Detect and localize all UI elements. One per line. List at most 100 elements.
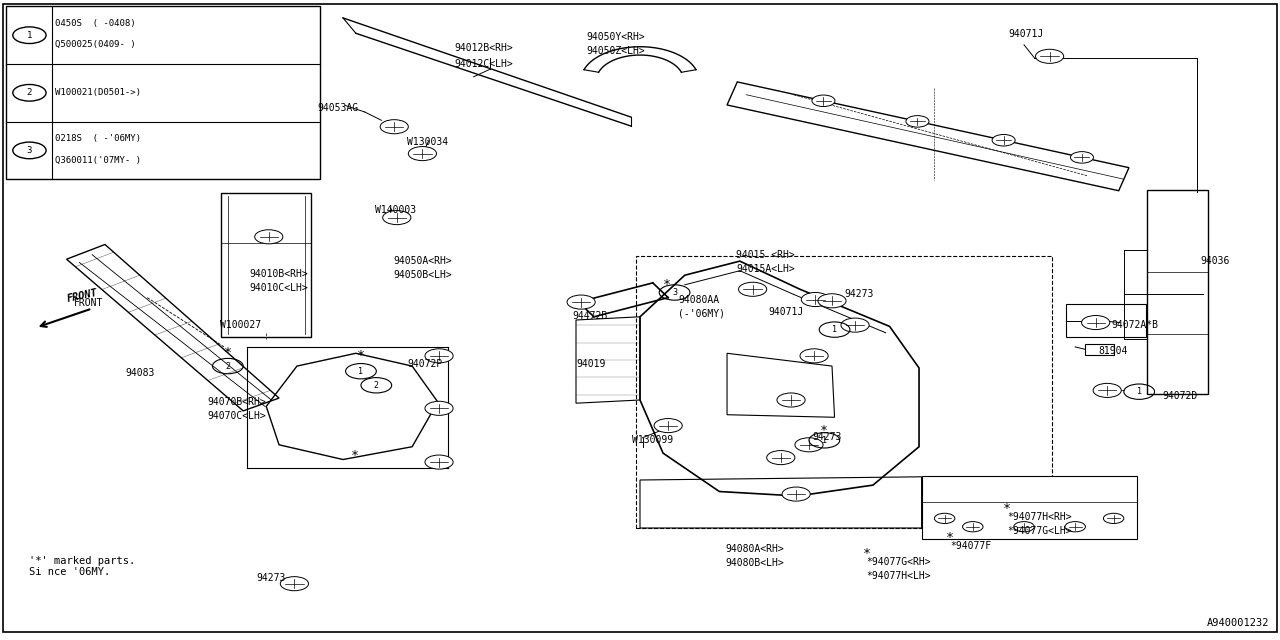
Text: *94077H<LH>: *94077H<LH> <box>867 571 931 581</box>
Text: 3: 3 <box>672 288 677 297</box>
Circle shape <box>1036 49 1064 63</box>
Bar <box>1147 190 1208 394</box>
Text: 94273: 94273 <box>845 289 874 300</box>
Text: A940001232: A940001232 <box>1207 618 1270 628</box>
Text: 2: 2 <box>374 381 379 390</box>
Text: *: * <box>663 278 671 291</box>
Circle shape <box>795 438 823 452</box>
Circle shape <box>280 577 308 591</box>
Text: FRONT: FRONT <box>67 288 100 304</box>
Text: 2: 2 <box>225 362 230 371</box>
Text: 94050Z<LH>: 94050Z<LH> <box>586 46 645 56</box>
Circle shape <box>383 211 411 225</box>
Text: 94015A<LH>: 94015A<LH> <box>736 264 795 274</box>
Text: W140003: W140003 <box>375 205 416 215</box>
Text: 94010C<LH>: 94010C<LH> <box>250 283 308 293</box>
Text: (-'06MY): (-'06MY) <box>678 308 726 319</box>
Text: 1: 1 <box>27 31 32 40</box>
Text: 94083: 94083 <box>125 368 155 378</box>
Text: *94077G<LH>: *94077G<LH> <box>1007 526 1071 536</box>
Bar <box>6 6 320 179</box>
Circle shape <box>992 134 1015 146</box>
Text: *: * <box>357 349 365 362</box>
Text: 94072P: 94072P <box>407 358 443 369</box>
Circle shape <box>818 294 846 308</box>
Bar <box>1066 304 1146 337</box>
Text: Q360011('07MY- ): Q360011('07MY- ) <box>55 156 141 164</box>
Text: 94053AG: 94053AG <box>317 102 358 113</box>
Text: 2: 2 <box>27 88 32 97</box>
Text: 1: 1 <box>358 367 364 376</box>
Circle shape <box>1093 383 1121 397</box>
Circle shape <box>425 349 453 363</box>
Circle shape <box>801 292 829 307</box>
Text: W130034: W130034 <box>407 137 448 147</box>
Circle shape <box>408 147 436 161</box>
Text: 94050Y<RH>: 94050Y<RH> <box>586 32 645 42</box>
Text: *: * <box>351 449 358 462</box>
Text: *94077G<RH>: *94077G<RH> <box>867 557 931 567</box>
Text: 94050B<LH>: 94050B<LH> <box>393 270 452 280</box>
Text: 0450S  ( -0408): 0450S ( -0408) <box>55 19 136 28</box>
Text: 3: 3 <box>27 146 32 155</box>
Circle shape <box>841 318 869 332</box>
Text: *: * <box>224 346 232 358</box>
Text: *94077H<RH>: *94077H<RH> <box>1007 512 1071 522</box>
Text: 94080B<LH>: 94080B<LH> <box>726 558 785 568</box>
Text: FRONT: FRONT <box>74 298 104 308</box>
Text: 94072A*B: 94072A*B <box>1111 320 1158 330</box>
Text: 94070B<RH>: 94070B<RH> <box>207 397 266 407</box>
Bar <box>922 476 1137 539</box>
Text: W100021(D0501->): W100021(D0501->) <box>55 88 141 97</box>
Text: 94070C<LH>: 94070C<LH> <box>207 411 266 421</box>
Text: 94071J: 94071J <box>768 307 804 317</box>
Circle shape <box>1065 522 1085 532</box>
Text: *94077F: *94077F <box>950 541 991 551</box>
Text: '*' marked parts.
Si nce '06MY.: '*' marked parts. Si nce '06MY. <box>29 556 136 577</box>
Text: 94010B<RH>: 94010B<RH> <box>250 269 308 279</box>
Circle shape <box>1103 513 1124 524</box>
Circle shape <box>906 116 929 127</box>
Text: 94015 <RH>: 94015 <RH> <box>736 250 795 260</box>
Circle shape <box>782 487 810 501</box>
Text: *: * <box>820 424 828 436</box>
Text: W100027: W100027 <box>220 320 261 330</box>
Circle shape <box>812 95 835 106</box>
Text: 94273: 94273 <box>813 432 842 442</box>
Bar <box>1085 344 1114 355</box>
Text: W130099: W130099 <box>632 435 673 445</box>
Text: 94080AA: 94080AA <box>678 294 719 305</box>
Text: 81904: 81904 <box>1098 346 1128 356</box>
Text: 94080A<RH>: 94080A<RH> <box>726 544 785 554</box>
Circle shape <box>739 282 767 296</box>
Circle shape <box>1014 522 1034 532</box>
Text: 94071J: 94071J <box>1009 29 1044 39</box>
Text: 94036: 94036 <box>1201 256 1230 266</box>
Circle shape <box>963 522 983 532</box>
Text: 94072D: 94072D <box>1162 390 1198 401</box>
Circle shape <box>1070 152 1093 163</box>
Circle shape <box>654 419 682 433</box>
Text: 94012C<LH>: 94012C<LH> <box>454 59 513 69</box>
Circle shape <box>425 401 453 415</box>
Text: 1: 1 <box>832 325 837 334</box>
Circle shape <box>767 451 795 465</box>
Text: 0218S  ( -'06MY): 0218S ( -'06MY) <box>55 134 141 143</box>
Text: 94273: 94273 <box>256 573 285 583</box>
Text: 1: 1 <box>1137 387 1142 396</box>
Text: *: * <box>1004 502 1011 515</box>
Circle shape <box>380 120 408 134</box>
Text: *: * <box>863 547 870 560</box>
Text: 94019: 94019 <box>576 358 605 369</box>
Text: Q500025(0409- ): Q500025(0409- ) <box>55 40 136 49</box>
Bar <box>636 256 1052 528</box>
Text: 94050A<RH>: 94050A<RH> <box>393 256 452 266</box>
Circle shape <box>425 455 453 469</box>
Circle shape <box>800 349 828 363</box>
Circle shape <box>255 230 283 244</box>
Text: 94012B<RH>: 94012B<RH> <box>454 43 513 53</box>
Text: *: * <box>946 531 954 544</box>
Circle shape <box>934 513 955 524</box>
Circle shape <box>1082 316 1110 330</box>
Circle shape <box>777 393 805 407</box>
